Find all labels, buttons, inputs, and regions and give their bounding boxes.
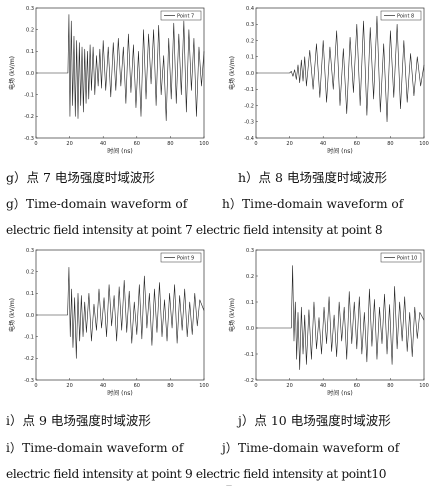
y-tick-label: 0.1 <box>246 300 254 306</box>
y-tick-label: -0.2 <box>244 103 254 109</box>
footer-mark: — <box>226 482 232 489</box>
caption-j-en-line1: j）Time-domain waveform of <box>222 441 400 455</box>
y-tick-label: 0.3 <box>246 248 254 254</box>
y-tick-label: 0.1 <box>26 291 34 297</box>
x-tick-label: 100 <box>419 383 429 389</box>
x-tick-label: 100 <box>419 141 429 147</box>
x-tick-label: 80 <box>387 383 393 389</box>
x-tick-label: 0 <box>34 141 37 147</box>
y-tick-label: -0.3 <box>244 120 254 126</box>
y-tick-label: -0.3 <box>24 136 34 142</box>
x-axis-label: 时间 (ns) <box>327 389 353 397</box>
x-tick-label: 100 <box>199 141 209 147</box>
y-tick-label: -0.1 <box>244 87 254 93</box>
y-tick-label: 0.0 <box>26 313 34 319</box>
chart-svg-j: 0 20 40 60 80 100 0.3 0.2 0.1 0.0 -0.1 -0.2 电场 (kV/m… <box>228 248 429 397</box>
y-tick-label: 0.3 <box>26 248 34 254</box>
legend-label: Point 8 <box>397 13 414 19</box>
x-tick-label: 0 <box>34 383 37 389</box>
y-tick-label: 0.2 <box>246 38 254 44</box>
legend-label: Point 9 <box>177 255 194 261</box>
chart-panel-h: 0 20 40 60 80 100 0.4 0.3 0.2 0.1 0.0 -0.1 -0.2 -0.3 -… <box>228 2 429 167</box>
series-line <box>256 15 425 123</box>
y-axis-label: 电场 (kV/m) <box>228 298 236 332</box>
y-tick-label: -0.2 <box>244 378 254 384</box>
x-axis-label: 时间 (ns) <box>107 147 133 155</box>
series-line <box>36 14 205 121</box>
y-axis-label: 电场 (kV/m) <box>8 56 16 90</box>
x-tick-label: 40 <box>320 141 326 147</box>
x-tick-label: 100 <box>199 383 209 389</box>
chart-panel-i: 0 20 40 60 80 100 0.3 0.2 0.1 0.0 -0.1 -0.2 -0.3 电场 (… <box>8 244 209 409</box>
plot-frame <box>255 249 425 381</box>
y-tick-label: -0.2 <box>24 114 34 120</box>
y-tick-label: 0.0 <box>26 71 34 77</box>
x-tick-label: 20 <box>66 141 72 147</box>
caption-j-cn: j）点 10 电场强度时域波形 <box>238 413 391 428</box>
caption-i-cn: i）点 9 电场强度时域波形 <box>6 413 151 428</box>
y-tick-label: 0.2 <box>26 27 34 33</box>
y-tick-label: 0.2 <box>246 274 254 280</box>
caption-h-en-line1: h）Time-domain waveform of <box>222 197 404 211</box>
x-tick-label: 20 <box>286 141 292 147</box>
caption-gh-en-line2: electric field intensity at point 7 elec… <box>6 223 383 237</box>
y-tick-label: -0.4 <box>244 136 254 142</box>
x-axis-label: 时间 (ns) <box>107 389 133 397</box>
x-tick-label: 60 <box>134 141 140 147</box>
y-tick-label: 0.3 <box>246 22 254 28</box>
chart-svg-i: 0 20 40 60 80 100 0.3 0.2 0.1 0.0 -0.1 -0.2 -0.3 电场 (… <box>8 248 209 397</box>
y-tick-label: 0.1 <box>246 55 254 61</box>
x-tick-label: 80 <box>167 383 173 389</box>
y-tick-label: 0.2 <box>26 269 34 275</box>
chart-panel-j: 0 20 40 60 80 100 0.3 0.2 0.1 0.0 -0.1 -0.2 电场 (kV/m… <box>228 244 429 409</box>
y-tick-label: -0.1 <box>24 334 34 340</box>
legend-label: Point 10 <box>397 255 417 261</box>
x-tick-label: 60 <box>354 383 360 389</box>
x-tick-label: 80 <box>167 141 173 147</box>
series-line <box>36 267 205 359</box>
x-tick-label: 40 <box>100 383 106 389</box>
caption-h-cn: h）点 8 电场强度时域波形 <box>238 170 387 185</box>
caption-i-en-line1: i）Time-domain waveform of <box>6 441 184 455</box>
caption-g-cn: g）点 7 电场强度时域波形 <box>6 170 155 185</box>
y-tick-label: 0.4 <box>246 6 254 12</box>
y-tick-label: 0.0 <box>246 326 254 332</box>
x-tick-label: 60 <box>134 383 140 389</box>
x-tick-label: 20 <box>66 383 72 389</box>
chart-panel-g: 0 20 40 60 80 100 0.3 0.2 0.1 0.0 -0.1 -0.2 -0.3 电场 (… <box>8 2 209 167</box>
x-tick-label: 60 <box>354 141 360 147</box>
caption-ij-en-line2: electric field intensity at point 9 elec… <box>6 467 387 481</box>
legend-label: Point 7 <box>177 13 194 19</box>
y-tick-label: 0.0 <box>246 71 254 77</box>
legend-box <box>160 252 202 263</box>
legend-box <box>380 10 422 21</box>
y-tick-label: -0.3 <box>24 378 34 384</box>
y-tick-label: -0.2 <box>24 356 34 362</box>
x-tick-label: 20 <box>286 383 292 389</box>
series-line <box>256 265 425 370</box>
y-axis-label: 电场 (kV/m) <box>8 298 16 332</box>
y-axis-label: 电场 (kV/m) <box>228 56 236 90</box>
y-tick-label: -0.1 <box>244 352 254 358</box>
x-tick-label: 80 <box>387 141 393 147</box>
x-tick-label: 40 <box>320 383 326 389</box>
y-tick-label: 0.3 <box>26 6 34 12</box>
x-tick-label: 40 <box>100 141 106 147</box>
x-axis-label: 时间 (ns) <box>327 147 353 155</box>
chart-svg-g: 0 20 40 60 80 100 0.3 0.2 0.1 0.0 -0.1 -0.2 -0.3 电场 (… <box>8 6 209 155</box>
chart-svg-h: 0 20 40 60 80 100 0.4 0.3 0.2 0.1 0.0 -0.1 -0.2 -0.3 -… <box>228 6 429 155</box>
y-tick-label: 0.1 <box>26 49 34 55</box>
x-tick-label: 0 <box>254 141 257 147</box>
x-tick-label: 0 <box>254 383 257 389</box>
legend-box <box>380 252 422 263</box>
y-tick-label: -0.1 <box>24 92 34 98</box>
caption-g-en-line1: g）Time-domain waveform of <box>6 197 188 211</box>
legend-box <box>160 10 202 21</box>
